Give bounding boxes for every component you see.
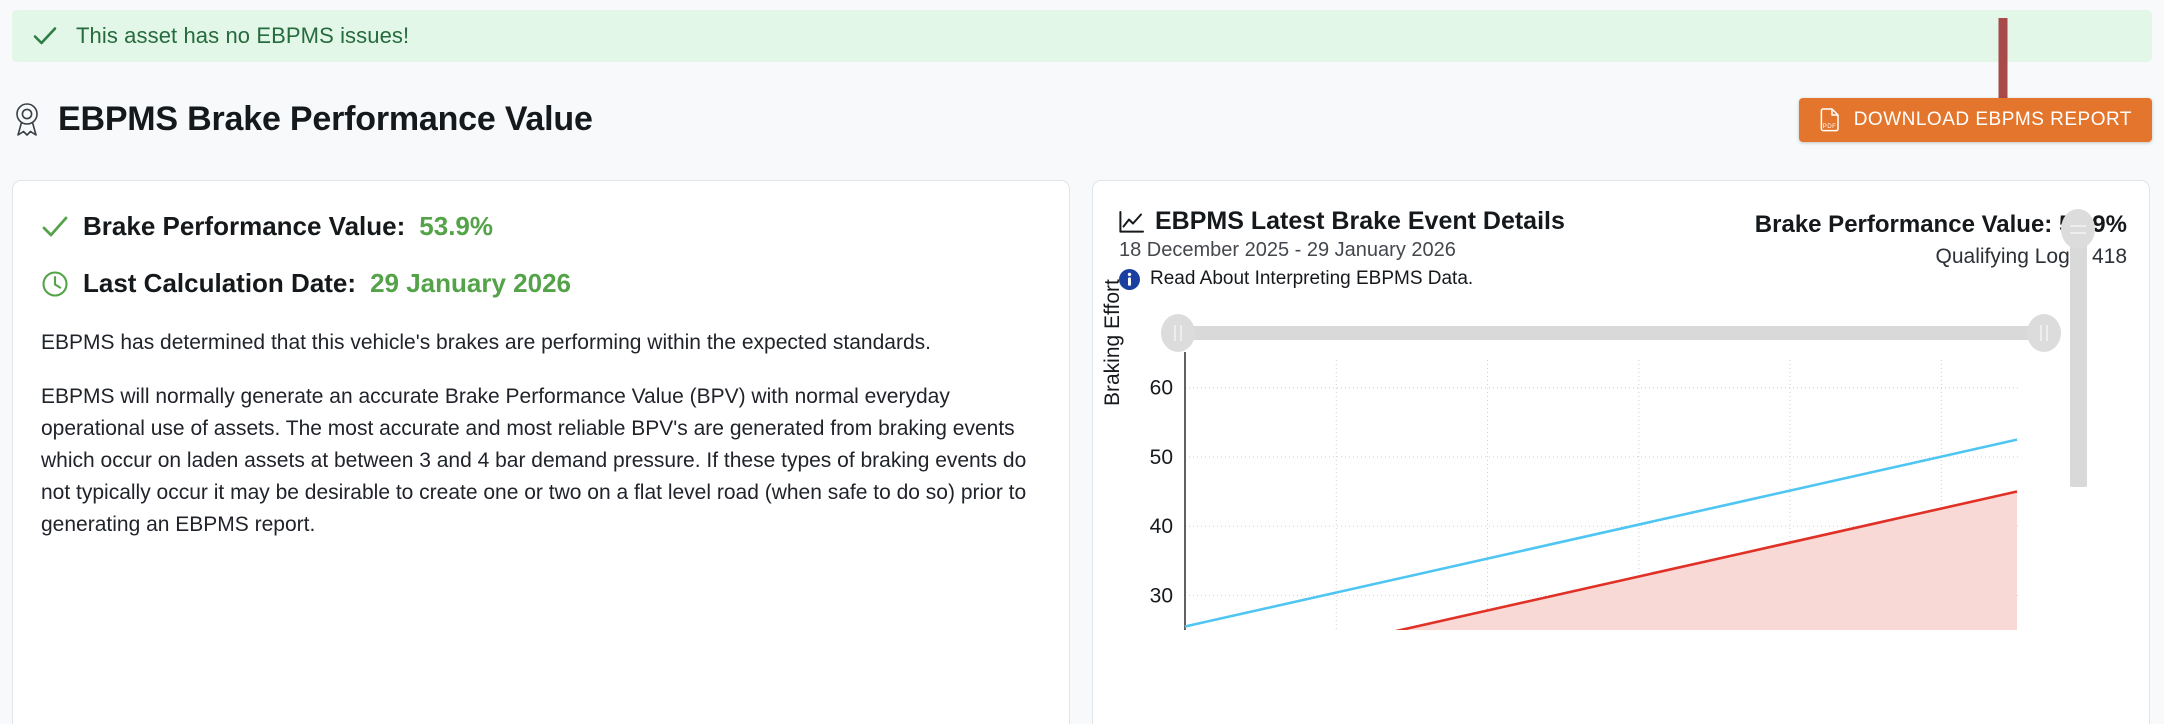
page-title-group: EBPMS Brake Performance Value [12, 100, 593, 139]
slider-handle-right[interactable] [2027, 314, 2061, 352]
grip-bar-icon [1174, 325, 1176, 341]
check-icon [41, 213, 69, 241]
grip-bar-icon [2046, 325, 2048, 341]
latest-brake-event-card: EBPMS Latest Brake Event Details 18 Dece… [1092, 180, 2150, 724]
info-circle-icon [1119, 268, 1140, 290]
chart-header-left: EBPMS Latest Brake Event Details 18 Dece… [1119, 207, 1565, 290]
bpv-row: Brake Performance Value: 53.9% [41, 211, 1041, 242]
last-calculation-value: 29 January 2026 [370, 268, 571, 298]
chart-title-text: EBPMS Latest Brake Event Details [1155, 207, 1565, 235]
page-header: EBPMS Brake Performance Value PDF DOWNLO… [12, 18, 2152, 162]
chart-plot-area: 30 40 50 60 [1150, 352, 2021, 630]
svg-text:50: 50 [1150, 446, 1173, 469]
chart-title-group: EBPMS Latest Brake Event Details [1119, 207, 1565, 236]
svg-text:PDF: PDF [1822, 123, 1836, 130]
download-button-label: DOWNLOAD EBPMS REPORT [1853, 109, 2132, 130]
cards-container: Brake Performance Value: 53.9% Last Calc… [12, 180, 2152, 724]
interpreting-data-link[interactable]: Read About Interpreting EBPMS Data. [1150, 268, 1474, 289]
check-icon [32, 23, 58, 49]
bpv-label: Brake Performance Value: [83, 211, 406, 241]
grip-bar-icon [2040, 325, 2042, 341]
chart-date-range: 18 December 2025 - 29 January 2026 [1119, 239, 1456, 261]
svg-text:40: 40 [1150, 515, 1173, 538]
date-range-slider[interactable] [1093, 312, 2149, 354]
summary-paragraph-2: EBPMS will normally generate an accurate… [41, 384, 1027, 536]
vertical-slider-track[interactable] [2070, 237, 2087, 487]
clock-icon [41, 270, 69, 298]
brake-event-chart: Braking Effort 30 40 50 60 [1093, 279, 2149, 632]
chart-info-row: Read About Interpreting EBPMS Data. [1119, 268, 1565, 290]
pdf-file-icon: PDF [1819, 108, 1841, 132]
grip-bar-icon [2070, 224, 2086, 227]
page-title: EBPMS Brake Performance Value [58, 99, 593, 138]
vertical-slider-handle[interactable] [2061, 209, 2095, 249]
no-issues-alert: This asset has no EBPMS issues! [12, 10, 2152, 62]
last-calculation-row: Last Calculation Date: 29 January 2026 [41, 268, 1041, 299]
alert-message: This asset has no EBPMS issues! [76, 23, 410, 48]
slider-handle-left[interactable] [1161, 314, 1195, 352]
brake-performance-summary-card: Brake Performance Value: 53.9% Last Calc… [12, 180, 1070, 724]
chart-y-axis-label: Braking Effort [1101, 279, 1124, 406]
svg-text:30: 30 [1150, 584, 1173, 607]
line-chart-icon [1119, 210, 1144, 233]
svg-text:60: 60 [1150, 377, 1173, 400]
chart-header: EBPMS Latest Brake Event Details 18 Dece… [1093, 207, 2149, 290]
bpv-value: 53.9% [419, 211, 494, 241]
grip-bar-icon [2070, 231, 2086, 234]
last-calculation-label: Last Calculation Date: [83, 268, 357, 298]
summary-paragraph-1: EBPMS has determined that this vehicle's… [41, 331, 931, 354]
slider-track[interactable] [1183, 326, 2041, 340]
download-ebpms-report-button[interactable]: PDF DOWNLOAD EBPMS REPORT [1798, 98, 2152, 142]
grip-bar-icon [1180, 325, 1182, 341]
award-ribbon-icon [12, 102, 42, 136]
